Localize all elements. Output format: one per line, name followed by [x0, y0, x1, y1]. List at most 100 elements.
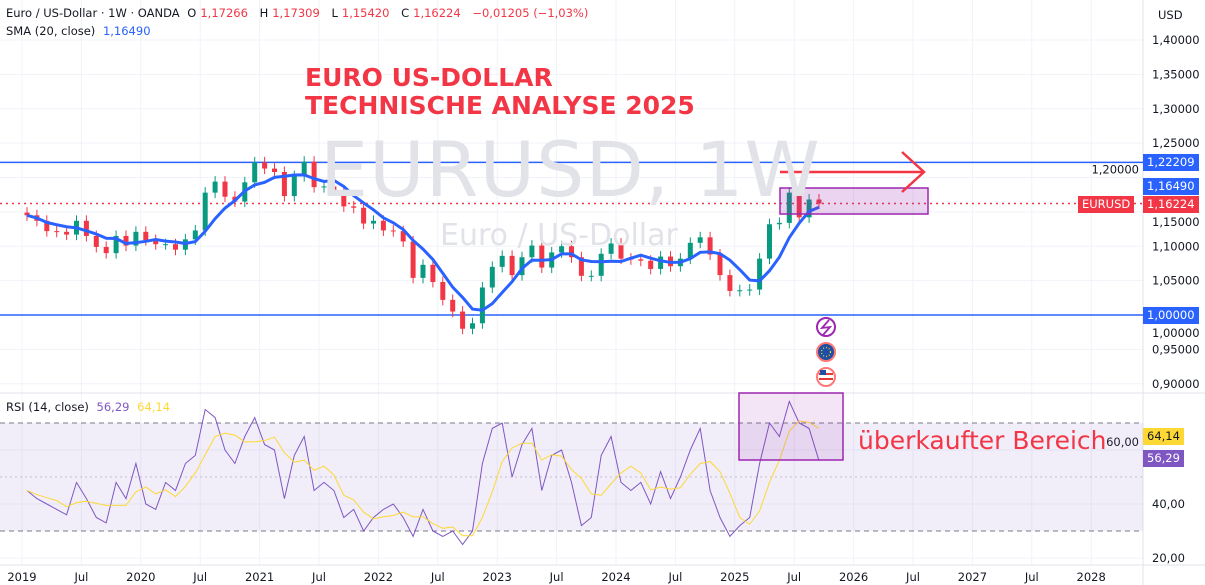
price-tick-label: 1,00000 [1152, 326, 1200, 340]
symbol-name[interactable]: Euro / US-Dollar · 1W · OANDA [6, 6, 180, 20]
watermark-symbol: EURUSD, 1W [320, 125, 821, 214]
candle [371, 220, 376, 224]
rsi-value: 56,29 [96, 400, 130, 414]
rsi-tick-label: 20,00 [1152, 551, 1185, 565]
price-tick-label: 1,20000 [1091, 163, 1139, 177]
candle [806, 199, 812, 218]
candle [103, 246, 109, 254]
candle [569, 246, 574, 258]
time-tick-label: Jul [430, 570, 445, 584]
candle [361, 207, 367, 224]
candle [519, 257, 525, 276]
rsi-legend[interactable]: RSI (14, close) 56,29 64,14 [6, 400, 174, 414]
candle [786, 192, 792, 223]
support-price-tag: 1,00000 [1143, 307, 1199, 324]
candle [648, 260, 654, 269]
price-tick-label: 1,15000 [1152, 215, 1200, 229]
sma-legend[interactable]: SMA (20, close) 1,16490 [6, 24, 155, 38]
candle [737, 290, 743, 292]
candle [54, 231, 60, 233]
eu-flag-icon-stars [820, 346, 832, 358]
arrow-head [901, 151, 926, 193]
currency-label[interactable]: USD [1158, 8, 1183, 22]
candle [489, 266, 495, 288]
candle [222, 181, 228, 197]
price-tick-label: 1,35000 [1152, 67, 1200, 81]
candle [301, 161, 307, 177]
candle [460, 311, 466, 329]
candle [697, 237, 703, 243]
candle [311, 161, 317, 188]
candle [143, 231, 149, 241]
time-tick-label: 2028 [1077, 570, 1106, 584]
rsi-ma-tag: 64,14 [1143, 428, 1184, 445]
us-flag-icon-stripe [819, 378, 833, 380]
candle [638, 259, 644, 261]
candle [796, 192, 802, 218]
candle [153, 240, 159, 245]
candle [499, 255, 505, 267]
high-label: H [259, 6, 269, 20]
candle [163, 244, 169, 246]
time-tick-label: Jul [73, 570, 88, 584]
candle [440, 282, 446, 300]
high-value: 1,17309 [272, 6, 320, 20]
rsi-label: RSI (14, close) [6, 400, 89, 414]
time-tick-label: Jul [1024, 570, 1039, 584]
price-tick-label: 1,30000 [1152, 102, 1200, 116]
open-value: 1,17266 [200, 6, 248, 20]
price-tick-label: 0,95000 [1152, 342, 1200, 356]
sma-value: 1,16490 [102, 24, 151, 38]
candle [192, 230, 198, 240]
time-tick-label: Jul [786, 570, 801, 584]
time-tick-label: 2021 [245, 570, 274, 584]
candle [331, 186, 337, 191]
title-line-1: EURO US-DOLLAR [305, 63, 553, 92]
candle [113, 235, 119, 254]
symbol-legend: Euro / US-Dollar · 1W · OANDA O 1,17266 H… [6, 6, 592, 20]
candle [539, 245, 545, 268]
candle [747, 289, 753, 291]
candle [470, 323, 475, 329]
candle [776, 222, 782, 225]
candle [658, 256, 664, 269]
analysis-title: EURO US-DOLLAR TECHNISCHE ANALYSE 2025 [305, 64, 695, 120]
candle [717, 254, 723, 276]
sma-line [26, 173, 820, 312]
candle [618, 243, 624, 259]
candle [380, 220, 386, 231]
title-line-2: TECHNISCHE ANALYSE 2025 [305, 91, 695, 120]
candle [123, 235, 129, 246]
candle [816, 199, 822, 204]
candle [133, 231, 139, 246]
rsi-ma-value: 64,14 [137, 400, 171, 414]
resistance-price-tag: 1,22209 [1143, 154, 1199, 171]
price-tick-label: 1,05000 [1152, 274, 1200, 288]
time-tick-label: 2020 [126, 570, 155, 584]
consolidation-box [779, 187, 929, 215]
rsi-tick-label: 60,00 [1106, 435, 1139, 449]
rsi-overbought-box [738, 392, 844, 461]
lightning-event-icon-bolt [819, 319, 833, 336]
candle [272, 168, 277, 172]
close-label: C [401, 6, 410, 20]
us-flag-icon-canton [820, 370, 826, 375]
time-tick-label: 2025 [720, 570, 749, 584]
time-tick-label: Jul [192, 570, 207, 584]
candle [559, 246, 565, 253]
time-tick-label: 2023 [483, 570, 512, 584]
candle [93, 235, 99, 247]
candle [479, 287, 485, 324]
candle [598, 253, 604, 276]
price-tick-label: 1,40000 [1152, 33, 1200, 47]
time-tick-label: 2027 [958, 570, 987, 584]
candle [321, 186, 327, 188]
candle [64, 231, 70, 235]
candle [727, 275, 733, 291]
low-label: L [331, 6, 338, 20]
rsi-band-fill [0, 423, 1143, 531]
candle [351, 206, 357, 208]
candle [400, 231, 406, 242]
candle [44, 220, 50, 232]
